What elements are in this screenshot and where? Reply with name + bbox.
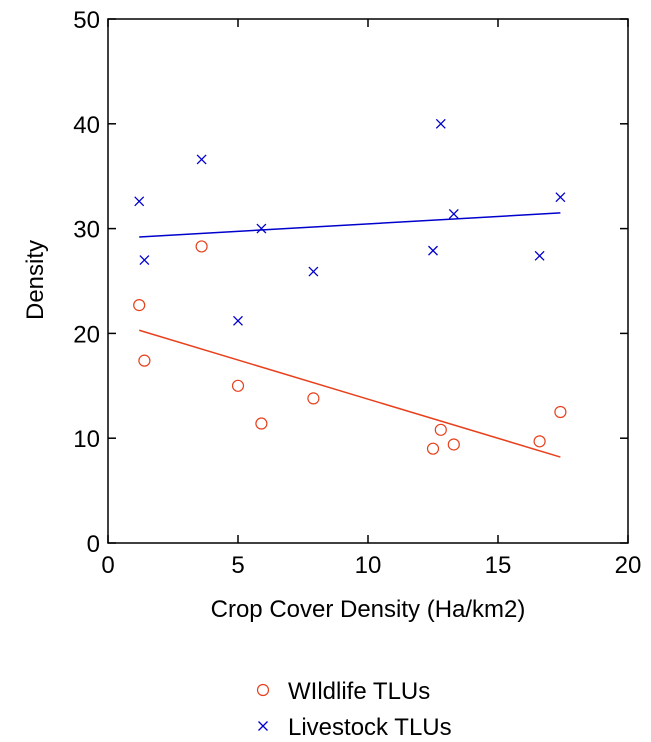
data-point-livestock <box>534 250 545 261</box>
x-tick-label: 10 <box>355 552 382 579</box>
legend-marker-1 <box>256 683 270 697</box>
data-point-wildlife <box>195 240 208 253</box>
data-point-livestock <box>435 118 446 129</box>
plot-frame <box>107 18 629 544</box>
data-point-wildlife <box>307 392 320 405</box>
data-point-wildlife <box>426 442 440 455</box>
trend-line-1 <box>138 329 561 458</box>
data-point-livestock <box>134 196 145 207</box>
data-point-wildlife <box>138 354 151 367</box>
y-tick-label: 0 <box>87 531 100 558</box>
trend-line-2 <box>139 212 561 238</box>
y-axis-label: Density <box>22 240 49 320</box>
data-point-livestock <box>448 208 459 219</box>
y-tick-label: 50 <box>73 7 100 34</box>
data-point-wildlife <box>231 379 245 392</box>
x-tick-label: 15 <box>485 552 512 579</box>
y-tick-label: 30 <box>73 217 100 244</box>
data-point-livestock <box>256 223 267 234</box>
legend: WIldlife TLUs Livestock TLUs <box>256 678 452 741</box>
data-point-livestock <box>233 315 243 326</box>
data-point-wildlife <box>434 423 447 436</box>
x-axis-label: Crop Cover Density (Ha/km2) <box>211 596 526 623</box>
legend-label-1: WIldlife TLUs <box>288 678 430 705</box>
data-point-wildlife <box>133 299 146 312</box>
x-tick-label: 0 <box>101 552 114 579</box>
data-point-livestock <box>196 154 207 165</box>
legend-marker-2 <box>258 721 268 731</box>
data-point-wildlife <box>533 435 546 448</box>
y-tick-label: 40 <box>73 112 100 139</box>
x-tick-label: 20 <box>615 552 642 579</box>
x-tick-label: 5 <box>231 552 244 579</box>
data-point-livestock <box>308 266 319 277</box>
y-tick-label: 10 <box>73 426 100 453</box>
data-point-livestock <box>555 192 566 203</box>
data-point-livestock <box>428 245 438 256</box>
plot-layer: 0 5 10 15 20 0 10 20 30 40 50 <box>73 7 641 579</box>
legend-label-2: Livestock TLUs <box>288 714 452 741</box>
data-point-wildlife <box>447 438 460 451</box>
y-tick-label: 20 <box>73 321 100 348</box>
data-point-livestock <box>139 255 150 265</box>
data-point-wildlife <box>255 417 268 430</box>
data-point-wildlife <box>554 405 567 419</box>
